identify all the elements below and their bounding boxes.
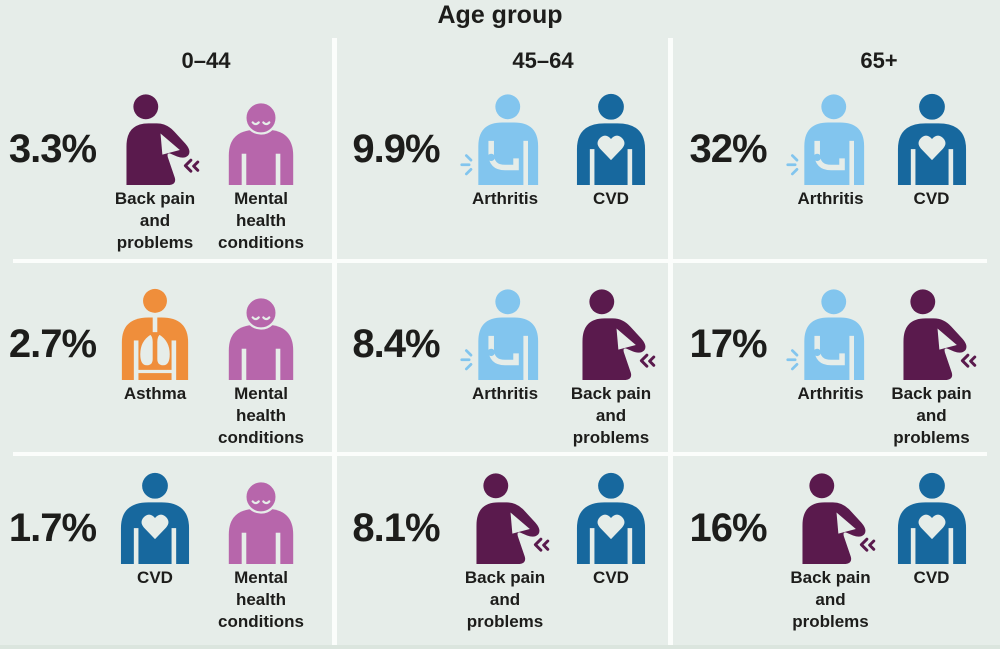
condition-pair: Arthritis Back pain and problems (783, 288, 979, 448)
condition-pair: Back pain and problems CVD (783, 472, 979, 632)
condition-figure: CVD (561, 472, 661, 632)
condition-label: CVD (913, 189, 950, 208)
arthritis-icon (785, 288, 877, 380)
percent-value: 2.7% (8, 322, 97, 366)
age-column-65-plus: 65+ 32% Arthritis CVD 17% Arthritis (673, 38, 1000, 649)
condition-figure: CVD (884, 472, 979, 632)
condition-label: Arthritis (471, 189, 539, 208)
percent-value: 17% (689, 322, 767, 366)
condition-label: CVD (913, 568, 950, 587)
percent-value: 8.1% (352, 506, 440, 550)
condition-pair: Arthritis Back pain and problems (455, 288, 661, 448)
condition-figure: Asthma (105, 288, 205, 448)
condition-label: Mental health conditions (218, 189, 304, 252)
cvd-icon (886, 472, 978, 564)
back-pain-icon (886, 288, 978, 380)
back-pain-icon (459, 472, 551, 564)
condition-label: Back pain and problems (891, 384, 972, 447)
condition-figure: Mental health conditions (211, 93, 311, 253)
condition-pair: Back pain and problems CVD (455, 472, 661, 632)
condition-label: Back pain and problems (464, 568, 546, 631)
chart-title: Age group (437, 1, 563, 29)
arthritis-icon (459, 288, 551, 380)
condition-figure: Mental health conditions (211, 472, 311, 632)
mental-health-icon (215, 93, 307, 185)
condition-figure: Mental health conditions (211, 288, 311, 448)
data-cell: 8.4% Arthritis Back pain and problems (337, 263, 668, 477)
mental-health-icon (215, 472, 307, 564)
data-cell: 17% Arthritis Back pain and problems (673, 263, 1000, 477)
cvd-icon (565, 93, 657, 185)
percent-value: 9.9% (352, 127, 440, 171)
cvd-icon (109, 472, 201, 564)
condition-label: CVD (593, 568, 629, 587)
percent-value: 1.7% (8, 506, 97, 550)
cvd-icon (886, 93, 978, 185)
condition-label: Mental health conditions (218, 568, 304, 631)
condition-figure: CVD (105, 472, 205, 632)
condition-figure: Arthritis (455, 288, 555, 448)
column-divider (332, 38, 337, 649)
condition-pair: CVD Mental health conditions (105, 472, 311, 632)
arthritis-icon (459, 93, 551, 185)
condition-pair: Arthritis CVD (783, 93, 979, 210)
condition-figure: Arthritis (783, 93, 878, 210)
condition-figure: CVD (884, 93, 979, 210)
mental-health-icon (215, 288, 307, 380)
data-cell: 1.7% CVD Mental health conditions (0, 456, 332, 649)
arthritis-icon (785, 93, 877, 185)
percent-value: 16% (689, 506, 767, 550)
condition-pair: Back pain and problems Mental health con… (105, 93, 311, 253)
condition-label: Back pain and problems (114, 189, 196, 252)
column-header: 45–64 (512, 48, 574, 73)
data-cell: 3.3% Back pain and problems Mental healt… (0, 38, 332, 314)
row-divider (13, 452, 987, 456)
condition-figure: Back pain and problems (105, 93, 205, 253)
data-cell: 2.7% Asthma Mental health conditions (0, 263, 332, 477)
condition-pair: Arthritis CVD (455, 93, 661, 210)
condition-label: Arthritis (797, 384, 864, 403)
condition-label: Back pain and problems (570, 384, 652, 447)
condition-figure: Arthritis (455, 93, 555, 210)
condition-figure: Arthritis (783, 288, 878, 448)
data-cell: 16% Back pain and problems CVD (673, 456, 1000, 649)
age-column-0-44: 0–44 3.3% Back pain and problems Mental … (0, 38, 332, 649)
column-divider (668, 38, 673, 649)
back-pain-icon (565, 288, 657, 380)
back-pain-icon (785, 472, 877, 564)
condition-label: CVD (137, 568, 173, 587)
age-column-45-64: 45–64 9.9% Arthritis CVD 8.4% Arthritis (337, 38, 668, 649)
data-cell: 8.1% Back pain and problems CVD (337, 456, 668, 649)
condition-label: Arthritis (797, 189, 864, 208)
condition-figure: Back pain and problems (884, 288, 979, 448)
back-pain-icon (109, 93, 201, 185)
condition-figure: Back pain and problems (561, 288, 661, 448)
column-header: 65+ (860, 48, 898, 73)
condition-label: Mental health conditions (218, 384, 304, 447)
condition-label: Asthma (123, 384, 187, 403)
percent-value: 32% (689, 127, 767, 171)
condition-figure: Back pain and problems (783, 472, 878, 632)
data-cell: 9.9% Arthritis CVD (337, 38, 668, 314)
cvd-icon (565, 472, 657, 564)
condition-pair: Asthma Mental health conditions (105, 288, 311, 448)
asthma-icon (109, 288, 201, 380)
condition-label: CVD (593, 189, 629, 208)
row-divider (13, 259, 987, 263)
bottom-edge (0, 645, 1000, 649)
condition-label: Arthritis (471, 384, 539, 403)
percent-value: 3.3% (8, 127, 97, 171)
data-cell: 32% Arthritis CVD (673, 38, 1000, 314)
percent-value: 8.4% (352, 322, 440, 366)
condition-figure: CVD (561, 93, 661, 210)
column-header: 0–44 (181, 48, 231, 73)
condition-figure: Back pain and problems (455, 472, 555, 632)
condition-label: Back pain and problems (790, 568, 871, 631)
